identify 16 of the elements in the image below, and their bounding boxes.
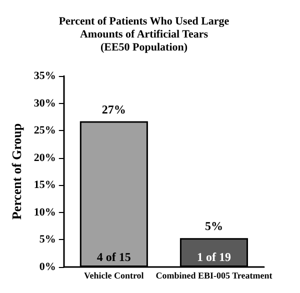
annotation: 1 of 19 <box>196 250 231 264</box>
y-tick-label: 30% <box>34 97 56 110</box>
y-tick-label: 0% <box>39 261 56 273</box>
y-tick-label: 25% <box>34 124 56 137</box>
x-tick-label: Vehicle Control <box>84 270 144 280</box>
x-tick-label: Combined EBI-005 Treatment <box>156 270 272 280</box>
y-tick-label: 5% <box>39 234 56 246</box>
annotation: 4 of 15 <box>96 250 131 264</box>
y-tick-label: 10% <box>34 206 56 218</box>
data-label: 5% <box>204 219 223 234</box>
y-tick-label: 15% <box>34 179 56 192</box>
y-axis-title: Percent of Group <box>9 123 24 220</box>
data-label: 27% <box>102 102 126 116</box>
y-tick-label: 20% <box>34 152 56 164</box>
y-tick-label: 35% <box>34 70 56 82</box>
chart-title: Percent of Patients Who Used Large Amounts of Artificial Tears (EE50 Population) <box>58 16 230 54</box>
